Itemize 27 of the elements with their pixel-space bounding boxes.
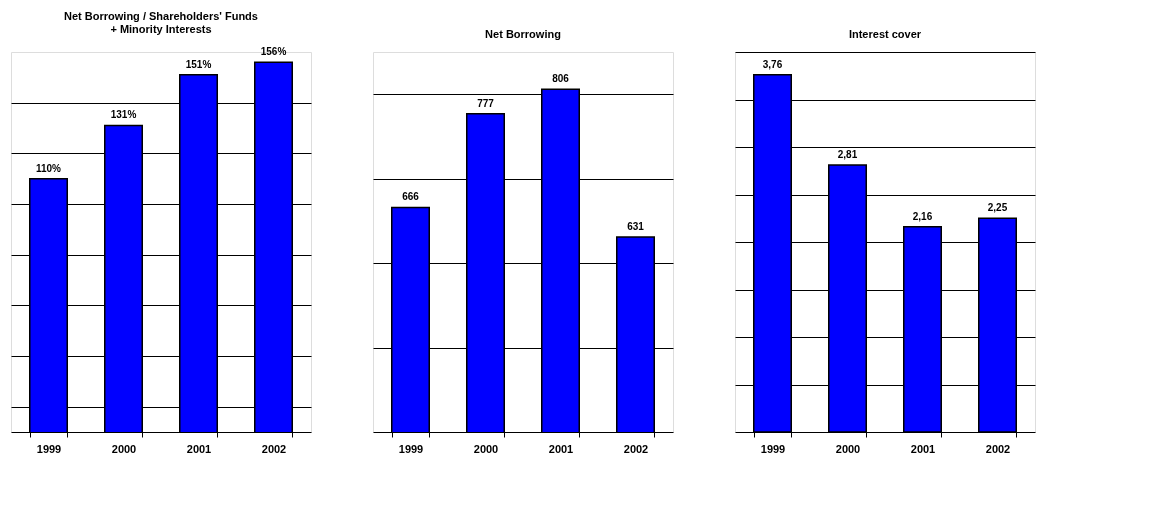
data-label: 631 [627,220,645,232]
chart-title: Net Borrowing / Shareholders' Funds + Minority Interests [64,10,258,36]
x-tick-label: 2000 [835,442,861,455]
data-label: 151% [185,58,212,70]
data-label: 156% [260,46,287,58]
x-tick-label: 2002 [623,442,649,455]
x-tick-label: 1999 [36,442,62,455]
x-tick-label: 2001 [186,442,212,455]
chart-title: Net Borrowing [485,28,561,40]
data-label: 2,16 [912,210,933,222]
data-label: 806 [552,73,570,85]
x-tick-label: 1999 [398,442,424,455]
x-tick-label: 2000 [111,442,137,455]
data-label: 110% [35,162,62,174]
data-label: 666 [402,191,420,203]
x-tick-label: 2001 [548,442,574,455]
x-tick-label: 2002 [261,442,287,455]
chart-title: Interest cover [848,28,922,40]
data-label: 777 [477,97,495,109]
x-tick-label: 2000 [473,442,499,455]
data-label: 131% [110,109,137,121]
x-tick-label: 2001 [910,442,936,455]
x-tick-label: 1999 [760,442,786,455]
data-label: 2,81 [837,149,858,161]
x-tick-label: 2002 [985,442,1011,455]
data-label: 3,76 [762,58,783,70]
data-label: 2,25 [987,202,1008,214]
